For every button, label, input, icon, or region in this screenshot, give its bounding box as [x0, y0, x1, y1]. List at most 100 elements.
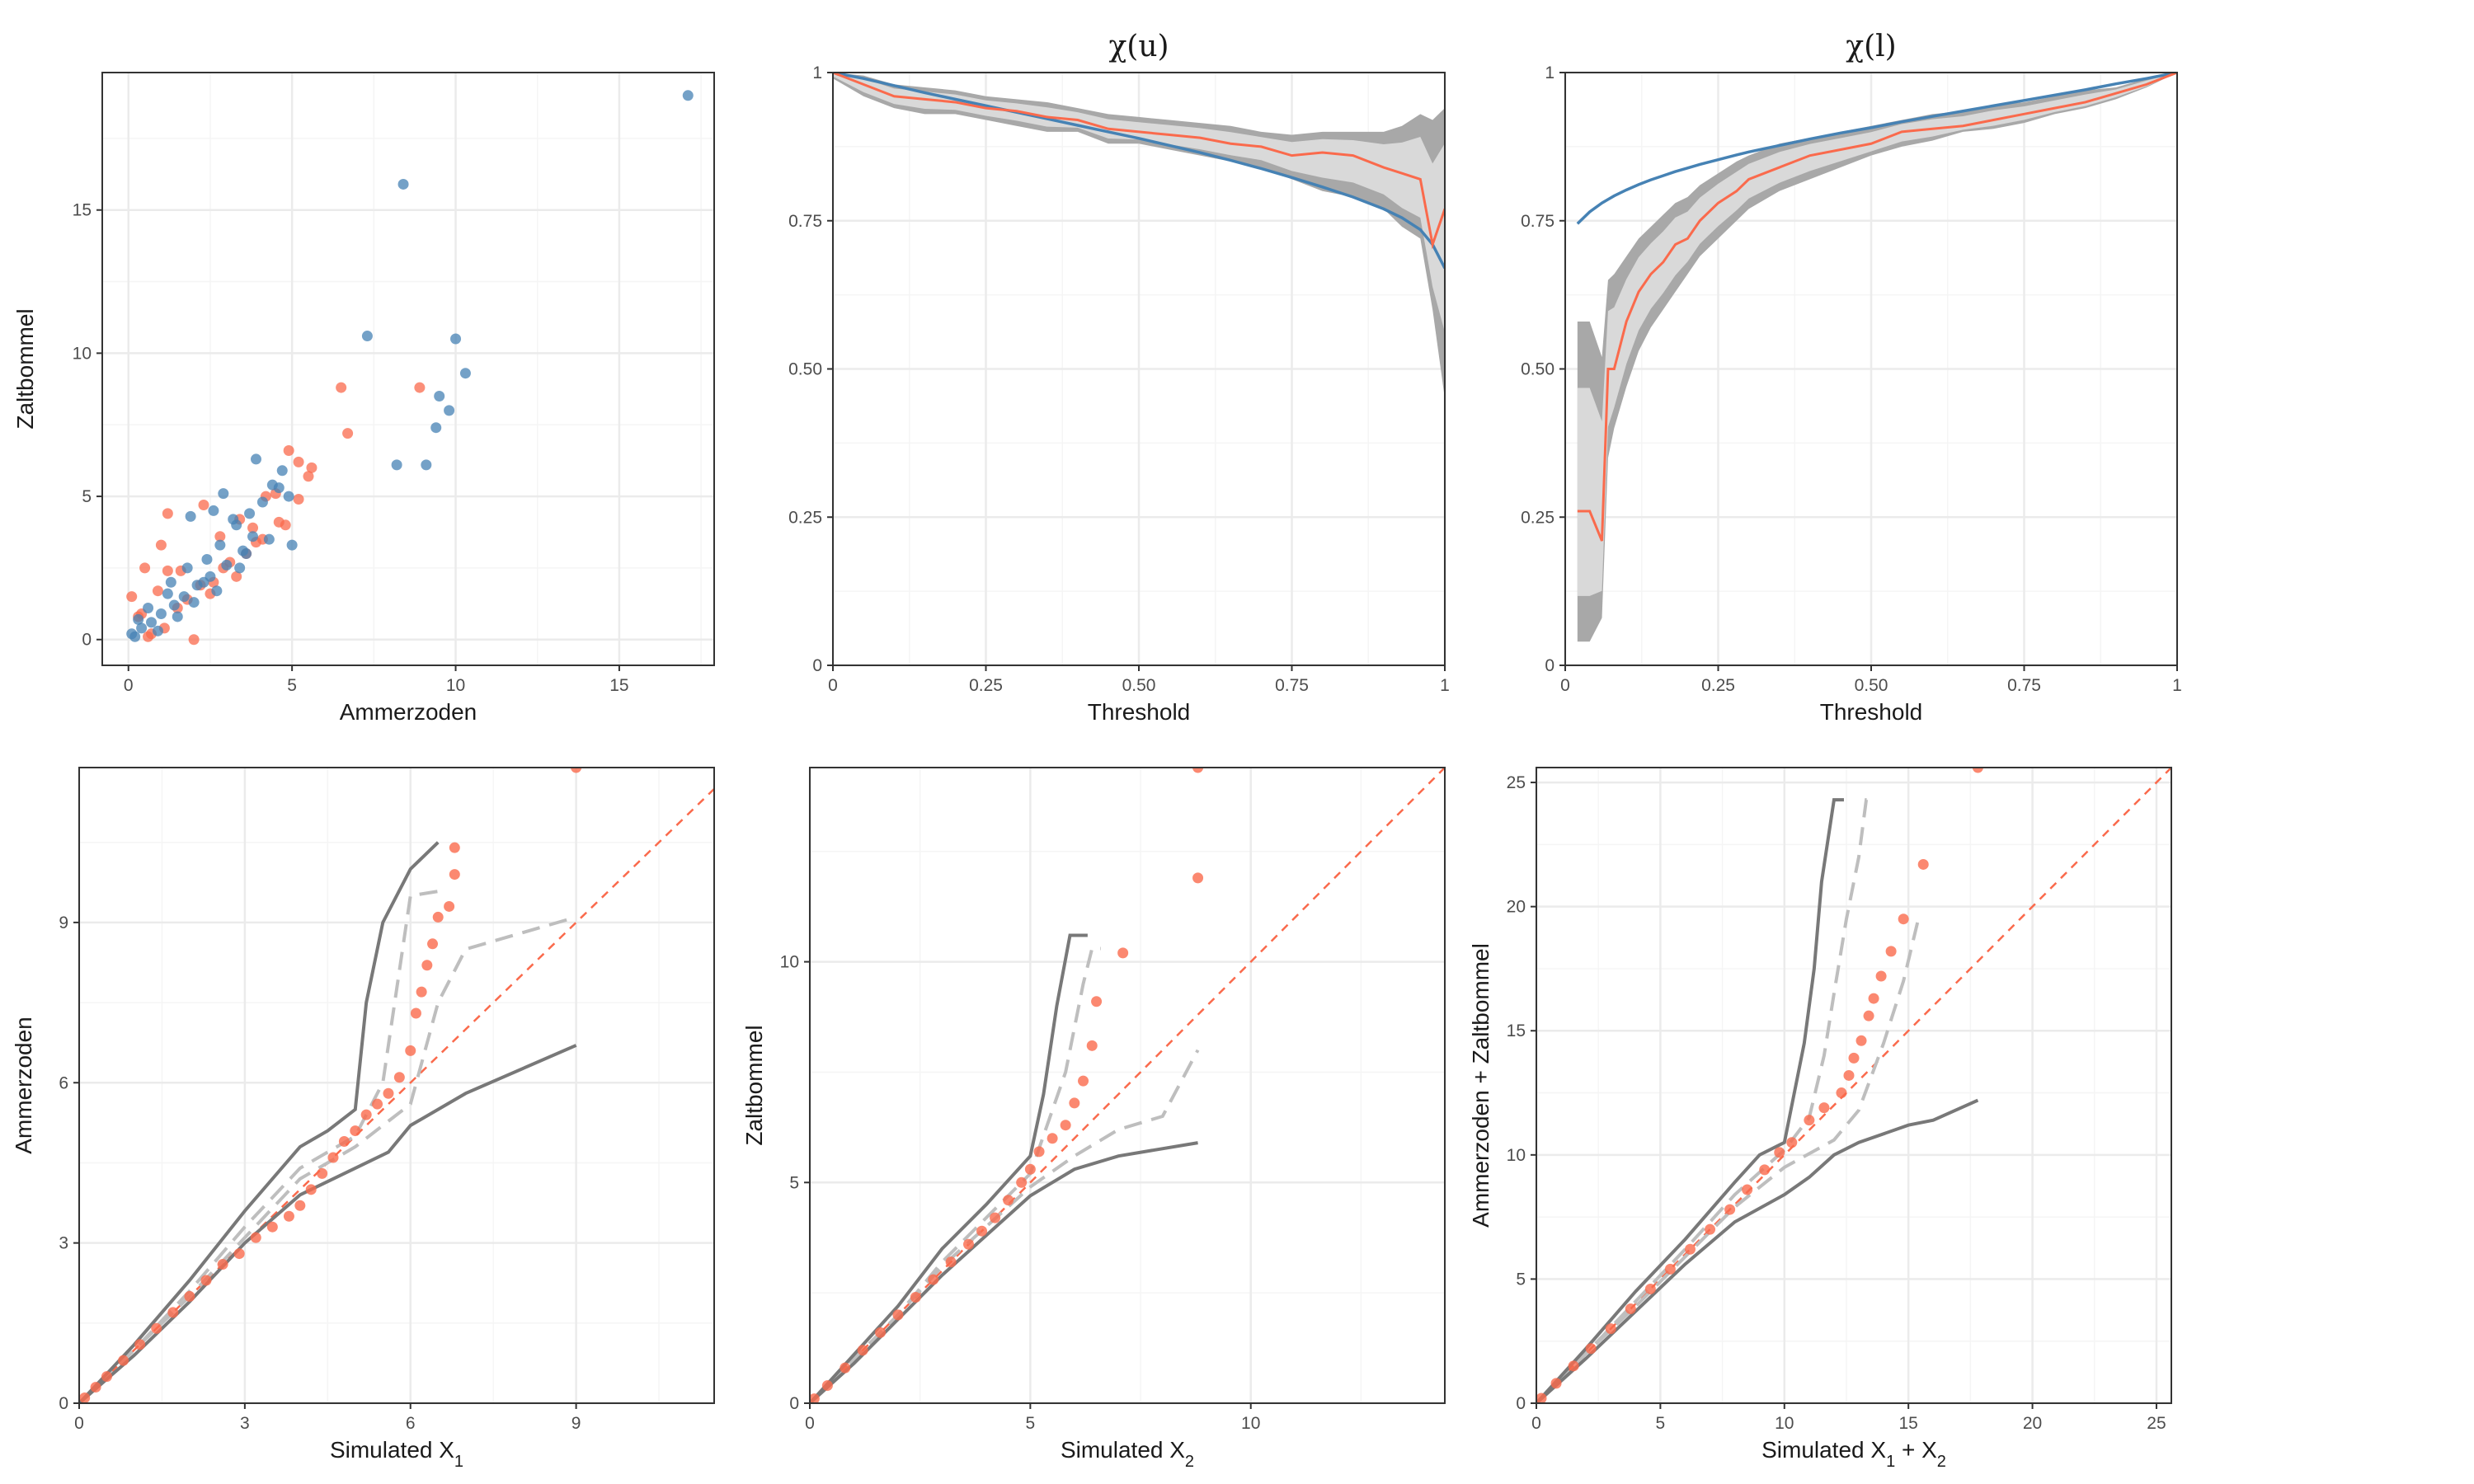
- scatter-point-red: [139, 562, 151, 574]
- qq-point: [200, 1275, 212, 1286]
- y-axis-title: Ammerzoden: [11, 1017, 36, 1154]
- scatter-point-red: [336, 382, 347, 393]
- x-tick-label: 0: [74, 1414, 84, 1433]
- envelope-outer: [79, 841, 440, 1403]
- y-tick-label: 0.75: [1521, 212, 1554, 231]
- scatter-point-red: [303, 471, 314, 482]
- x-axis: 0 5 10 15 20 25: [1531, 1403, 2166, 1433]
- x-axis: 0 0.25 0.50 0.75 1: [828, 665, 1450, 695]
- qq-point: [810, 1393, 820, 1403]
- scatter-point-blue: [459, 368, 471, 379]
- qq-point: [990, 1212, 1001, 1223]
- y-axis: 0 5 10: [780, 953, 810, 1413]
- x-tick-label: 0: [1560, 676, 1570, 695]
- qq-point: [449, 869, 460, 881]
- reference-diagonal: [79, 787, 714, 1403]
- scatter-point-blue: [228, 514, 239, 525]
- y-tick-label: 5: [1516, 1270, 1526, 1289]
- qq-point: [1086, 1040, 1098, 1051]
- qq-point: [327, 1152, 339, 1163]
- y-tick-label: 20: [1507, 898, 1526, 917]
- x-tick-label: 0: [805, 1414, 815, 1433]
- x-tick-label: 10: [1775, 1414, 1794, 1433]
- x-tick-label: 5: [1026, 1414, 1036, 1433]
- plot-area: [79, 768, 714, 1403]
- x-tick-label: 9: [571, 1414, 581, 1433]
- qq-point: [1192, 768, 1204, 773]
- envelope-inner: [79, 915, 577, 1403]
- scatter-point-blue: [155, 608, 167, 619]
- qq-point: [1684, 1243, 1696, 1255]
- qq-point: [1856, 1035, 1867, 1046]
- panel-title: χ(u): [1108, 30, 1169, 63]
- scatter-point-blue: [178, 591, 190, 603]
- envelope-outer: [810, 933, 1088, 1403]
- qq-point: [360, 1109, 372, 1120]
- x-tick-label: 25: [2147, 1414, 2166, 1433]
- y-axis: 0 3 6 9: [59, 913, 79, 1413]
- y-tick-label: 0: [1516, 1394, 1526, 1413]
- x-axis-title: Threshold: [1088, 699, 1191, 725]
- reference-diagonal: [1536, 768, 2171, 1403]
- qq-point: [118, 1355, 129, 1366]
- qq-point: [393, 1072, 405, 1083]
- x-tick-label: 1: [2172, 676, 2182, 695]
- y-tick-label: 6: [59, 1073, 68, 1092]
- y-tick-label: 10: [1507, 1146, 1526, 1165]
- scatter-point-blue: [152, 625, 163, 636]
- scatter-point-blue: [682, 90, 694, 101]
- scatter-point-blue: [361, 331, 373, 342]
- y-tick-label: 3: [59, 1234, 68, 1253]
- scatter-point-red: [306, 462, 317, 473]
- x-tick-label: 20: [2023, 1414, 2042, 1433]
- panel-chi-u: 0 0.25 0.50 0.75 1 0 0.25 0.50 0.75 1 Threshold χ(u…: [788, 30, 1450, 725]
- scatter-point-blue: [214, 539, 226, 551]
- x-tick-label: 0.25: [1701, 676, 1735, 695]
- confidence-band-inner: [833, 73, 1445, 332]
- scatter-point-blue: [421, 459, 432, 471]
- qq-point: [1644, 1283, 1656, 1294]
- y-tick-label: 0: [1545, 656, 1554, 675]
- qq-point: [432, 911, 444, 923]
- grid: [1564, 71, 2179, 667]
- panel-qq-ammerzoden: 0 3 6 9 0 3 6 9 Simulated X1 Ammerzoden: [11, 767, 715, 1471]
- scatter-point-blue: [201, 553, 213, 565]
- scatter-point-blue: [241, 548, 252, 560]
- qq-point: [840, 1362, 851, 1374]
- confidence-band-inner: [1577, 73, 2177, 596]
- qq-point: [1843, 1069, 1855, 1081]
- x-axis-title: Threshold: [1820, 699, 1923, 725]
- qq-point: [976, 1225, 988, 1237]
- qq-point: [1192, 872, 1204, 884]
- qq-point: [1536, 1392, 1547, 1403]
- qq-point: [928, 1274, 939, 1285]
- qq-point: [1898, 913, 1909, 925]
- scatter-point-red: [126, 591, 138, 603]
- scatter-point-red: [162, 508, 173, 519]
- scatter-point-blue: [444, 405, 455, 416]
- plot-area: [126, 90, 694, 646]
- x-tick-label: 0: [828, 676, 838, 695]
- scatter-point-blue: [450, 333, 462, 345]
- x-axis-title: Simulated X2: [1061, 1437, 1194, 1471]
- scatter-point-blue: [126, 628, 138, 640]
- y-tick-label: 0: [789, 1394, 799, 1413]
- x-axis: 0 5 10 15: [124, 665, 629, 695]
- scatter-point-blue: [188, 597, 200, 608]
- plot-area: [1576, 73, 2177, 642]
- qq-point: [167, 1307, 179, 1318]
- qq-point: [1069, 1097, 1080, 1109]
- grid: [1535, 768, 2171, 1405]
- x-tick-label: 15: [609, 676, 628, 695]
- scatter-point-red: [155, 539, 167, 551]
- y-tick-label: 0: [59, 1394, 68, 1413]
- qq-point: [79, 1392, 91, 1403]
- panel-chi-l: 0 0.25 0.50 0.75 1 0 0.25 0.50 0.75 1 Threshold χ(l…: [1521, 30, 2182, 725]
- y-axis: 0 5 10 15 20 25: [1507, 773, 1536, 1413]
- qq-point: [1972, 768, 1983, 773]
- scatter-point-blue: [185, 510, 196, 522]
- qq-point: [317, 1167, 328, 1179]
- x-tick-label: 10: [1241, 1414, 1260, 1433]
- qq-point: [266, 1221, 278, 1233]
- x-tick-label: 6: [406, 1414, 416, 1433]
